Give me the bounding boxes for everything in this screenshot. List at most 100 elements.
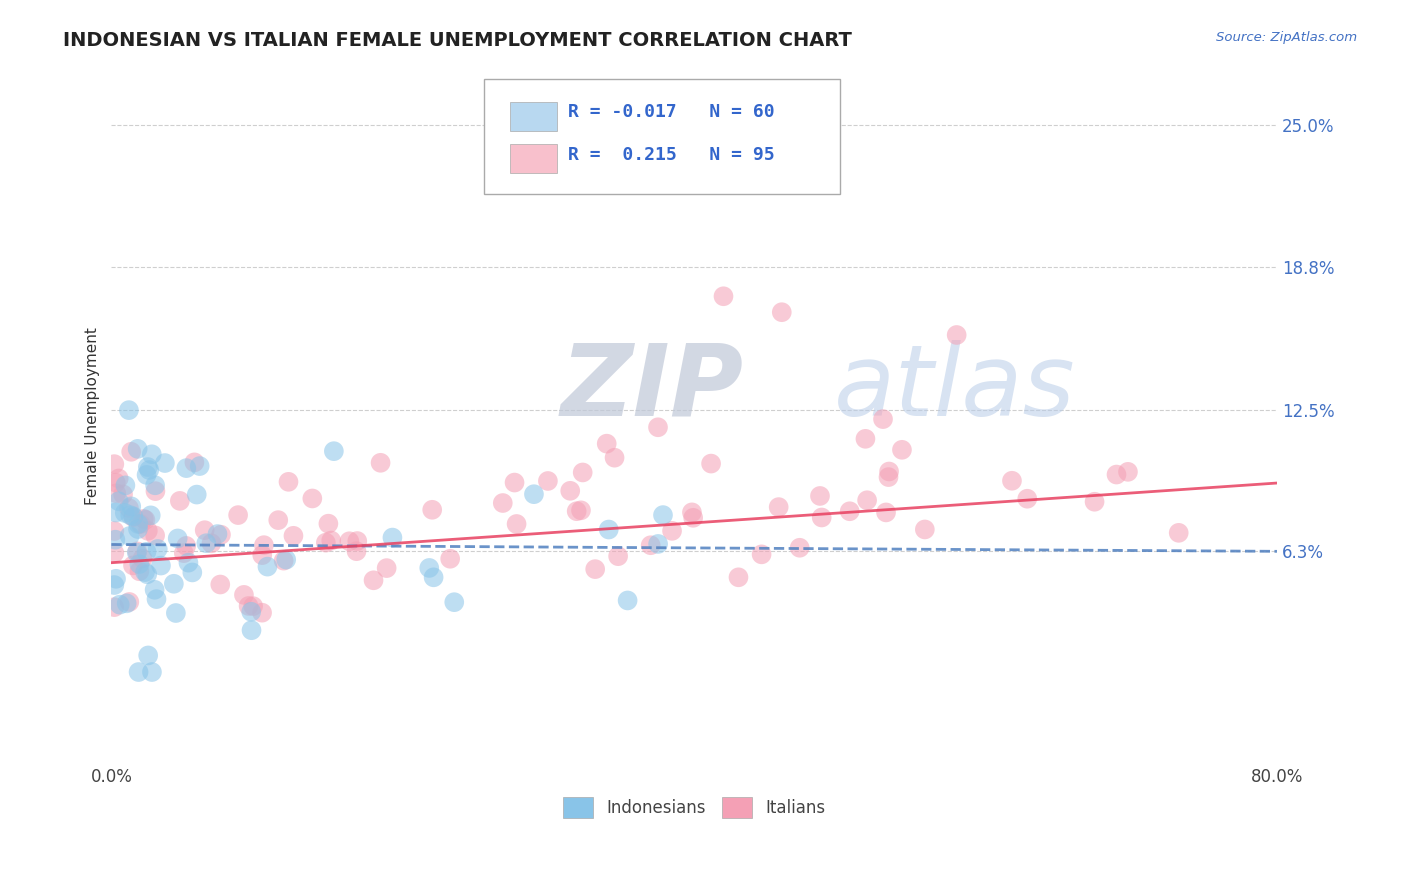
Point [181, 566, 204, 580]
Point [114, 478, 136, 492]
Point [855, 432, 877, 446]
Point [188, 458, 211, 473]
Point [565, 504, 588, 518]
Point [872, 412, 894, 426]
Point [768, 500, 790, 514]
Point [682, 510, 704, 524]
Legend: Indonesians, Italians: Indonesians, Italians [557, 790, 832, 824]
Point [661, 524, 683, 538]
Point [727, 570, 749, 584]
Point [120, 508, 142, 523]
Point [103, 457, 125, 471]
FancyBboxPatch shape [510, 144, 557, 173]
Point [273, 554, 295, 568]
FancyBboxPatch shape [485, 78, 839, 194]
Point [375, 561, 398, 575]
Point [1017, 491, 1039, 506]
Point [381, 531, 404, 545]
Point [146, 541, 169, 556]
Point [118, 403, 141, 417]
Point [1105, 467, 1128, 482]
Text: R = -0.017   N = 60: R = -0.017 N = 60 [568, 103, 775, 121]
Point [242, 599, 264, 614]
Point [808, 489, 831, 503]
Point [283, 529, 305, 543]
Point [163, 576, 186, 591]
Point [145, 592, 167, 607]
Point [877, 465, 900, 479]
Point [443, 595, 465, 609]
Point [122, 510, 145, 524]
Point [183, 455, 205, 469]
Point [647, 537, 669, 551]
Point [127, 544, 149, 558]
Point [129, 516, 152, 531]
Point [277, 475, 299, 489]
Point [1001, 474, 1024, 488]
Point [363, 574, 385, 588]
Point [652, 508, 675, 522]
Point [810, 510, 832, 524]
Point [105, 486, 128, 500]
Point [598, 523, 620, 537]
Point [194, 523, 217, 537]
Point [145, 484, 167, 499]
Point [537, 474, 560, 488]
Point [127, 442, 149, 456]
Point [603, 450, 626, 465]
Point [141, 665, 163, 679]
Point [569, 503, 592, 517]
Point [107, 494, 129, 508]
Point [891, 442, 914, 457]
Point [136, 648, 159, 663]
Point [370, 456, 392, 470]
Point [1167, 525, 1189, 540]
Point [128, 564, 150, 578]
Point [177, 556, 200, 570]
Point [301, 491, 323, 506]
Point [877, 470, 900, 484]
Point [132, 512, 155, 526]
Point [103, 524, 125, 538]
Point [103, 546, 125, 560]
Text: ZIP: ZIP [560, 340, 744, 436]
Point [118, 529, 141, 543]
Point [104, 533, 127, 547]
Point [103, 600, 125, 615]
Point [139, 508, 162, 523]
Point [233, 588, 256, 602]
Point [149, 558, 172, 573]
Point [134, 513, 156, 527]
Point [315, 535, 337, 549]
Point [103, 578, 125, 592]
Point [838, 504, 860, 518]
Point [195, 536, 218, 550]
Point [250, 606, 273, 620]
Point [128, 665, 150, 679]
Point [143, 528, 166, 542]
Point [141, 447, 163, 461]
Point [238, 599, 260, 613]
Point [174, 539, 197, 553]
Point [503, 475, 526, 490]
Point [420, 502, 443, 516]
FancyBboxPatch shape [510, 102, 557, 131]
Point [209, 577, 232, 591]
Point [240, 605, 263, 619]
Point [681, 505, 703, 519]
Point [131, 551, 153, 566]
Point [143, 582, 166, 597]
Point [322, 444, 344, 458]
Point [267, 513, 290, 527]
Point [751, 547, 773, 561]
Point [226, 508, 249, 522]
Point [945, 328, 967, 343]
Point [136, 567, 159, 582]
Point [914, 523, 936, 537]
Point [114, 506, 136, 520]
Point [120, 444, 142, 458]
Point [122, 509, 145, 524]
Point [143, 478, 166, 492]
Point [439, 551, 461, 566]
Point [596, 436, 619, 450]
